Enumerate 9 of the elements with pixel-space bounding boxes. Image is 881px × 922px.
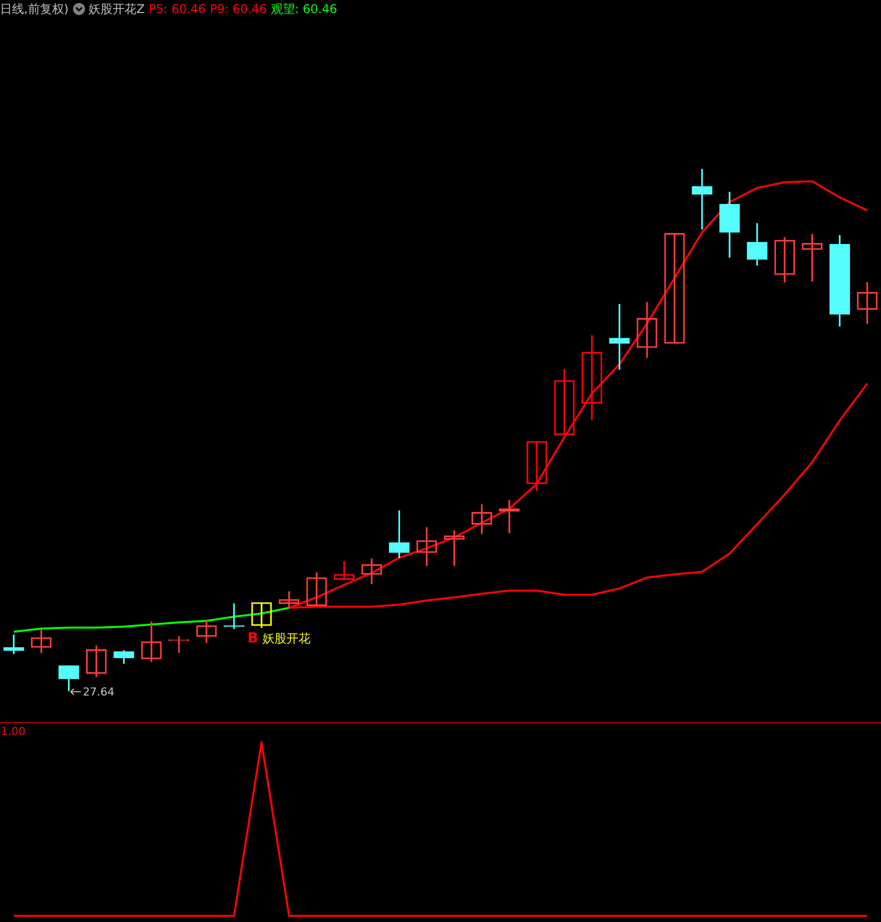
- chart-title: 妖股开花Z: [88, 0, 145, 18]
- chart-subtitle: 日线,前复权): [0, 0, 68, 18]
- annotation: 27.64: [82, 686, 114, 699]
- text: 1.00: [1, 725, 26, 738]
- text: P5: 60.46: [148, 2, 206, 16]
- annotation: B: [248, 630, 258, 646]
- text: 观望: 60.46: [270, 0, 338, 18]
- annotation: 妖股开花: [262, 632, 311, 646]
- text: P9: 60.46: [210, 2, 267, 16]
